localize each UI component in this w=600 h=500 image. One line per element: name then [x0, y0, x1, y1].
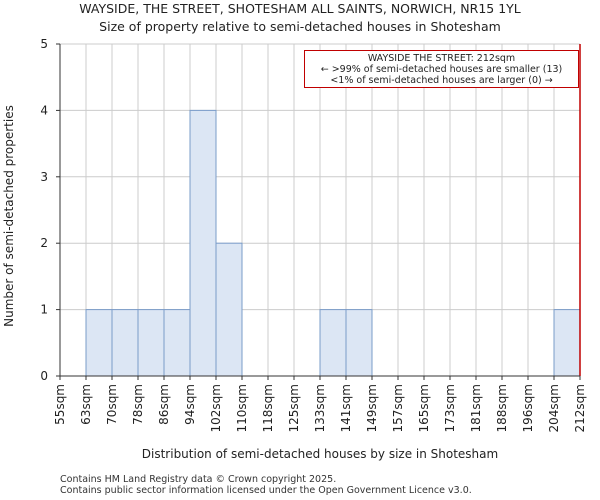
x-tick-label: 204sqm — [547, 384, 561, 432]
footer-licence: Contains public sector information licen… — [60, 485, 472, 496]
footer-copyright: Contains HM Land Registry data © Crown c… — [60, 474, 337, 485]
x-tick-label: 86sqm — [157, 384, 171, 425]
y-tick-label: 3 — [40, 170, 48, 184]
x-tick-label: 149sqm — [365, 384, 379, 432]
histogram-bar — [189, 109, 217, 377]
y-tick-label: 0 — [40, 369, 48, 383]
x-tick-label: 157sqm — [391, 384, 405, 432]
x-tick-label: 118sqm — [261, 384, 275, 432]
histogram-bar — [111, 309, 139, 377]
x-tick-label: 133sqm — [313, 384, 327, 432]
histogram-bar — [319, 309, 347, 377]
annotation-larger: <1% of semi-detached houses are larger (… — [330, 75, 553, 86]
x-tick-label: 181sqm — [469, 384, 483, 432]
histogram-bar — [215, 242, 243, 377]
property-annotation-box: WAYSIDE THE STREET: 212sqm ← >99% of sem… — [304, 50, 579, 88]
x-tick-label: 78sqm — [131, 384, 145, 425]
x-tick-label: 212sqm — [573, 384, 587, 432]
histogram-bar — [85, 309, 113, 377]
y-axis-label: Number of semi-detached properties — [2, 105, 16, 327]
chart-title-line2: Size of property relative to semi-detach… — [99, 19, 501, 34]
x-tick-label: 141sqm — [339, 384, 353, 432]
x-tick-label: 165sqm — [417, 384, 431, 432]
histogram-bar — [345, 309, 373, 377]
y-tick-label: 2 — [40, 236, 48, 250]
y-tick-label: 5 — [40, 37, 48, 51]
x-tick-label: 125sqm — [287, 384, 301, 432]
x-tick-label: 63sqm — [79, 384, 93, 425]
x-axis-label: Distribution of semi-detached houses by … — [142, 447, 498, 461]
x-tick-label: 55sqm — [53, 384, 67, 425]
x-tick-label: 70sqm — [105, 384, 119, 425]
annotation-title: WAYSIDE THE STREET: 212sqm — [367, 53, 516, 64]
annotation-smaller: ← >99% of semi-detached houses are small… — [320, 64, 563, 75]
y-tick-label: 4 — [40, 103, 48, 117]
x-tick-label: 173sqm — [443, 384, 457, 432]
chart-title-line1: WAYSIDE, THE STREET, SHOTESHAM ALL SAINT… — [79, 1, 521, 16]
x-tick-label: 94sqm — [183, 384, 197, 425]
y-tick-label: 1 — [40, 303, 48, 317]
x-tick-label: 102sqm — [209, 384, 223, 432]
histogram-bar — [137, 309, 165, 377]
x-tick-label: 110sqm — [235, 384, 249, 432]
histogram-bar — [553, 309, 581, 377]
x-tick-label: 196sqm — [521, 384, 535, 432]
histogram-bar — [163, 309, 191, 377]
x-tick-label: 188sqm — [495, 384, 509, 432]
axes — [56, 43, 581, 380]
tick-labels: 0 1 2 3 4 5 55sqm 63sqm 70sqm 78sqm 86sqm 94sqm 102s… — [40, 37, 587, 432]
